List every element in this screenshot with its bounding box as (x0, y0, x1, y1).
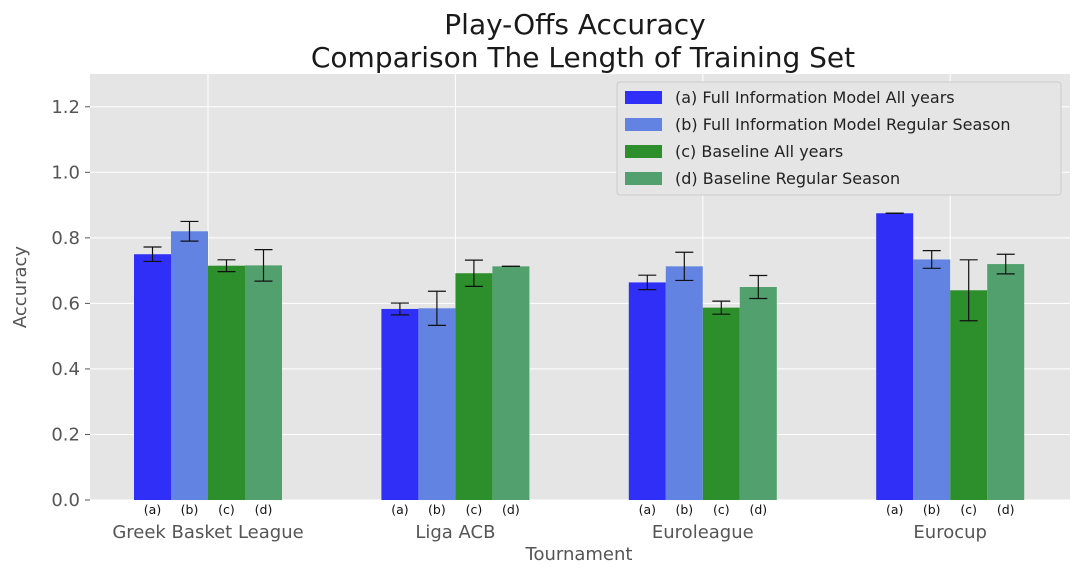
bar-sublabel: (b) (675, 502, 693, 517)
legend-swatch (625, 118, 662, 131)
legend-label: (d) Baseline Regular Season (675, 169, 900, 188)
bar-sublabel: (b) (181, 502, 199, 517)
bar-sublabel: (b) (923, 502, 941, 517)
y-axis-label: Accuracy (10, 246, 31, 329)
bar-sublabel: (a) (144, 502, 161, 517)
x-category-label: Eurocup (913, 522, 987, 543)
y-tick-label: 0.4 (51, 359, 80, 380)
bar-sublabel: (a) (391, 502, 408, 517)
bar (950, 290, 988, 500)
bar (381, 308, 419, 500)
bar (913, 259, 951, 500)
bar-sublabel: (d) (502, 502, 520, 517)
legend-swatch (625, 91, 662, 104)
bar-sublabel: (a) (639, 502, 656, 517)
bar-sublabel: (d) (255, 502, 273, 517)
y-tick-label: 0.8 (51, 228, 80, 249)
x-category-label: Greek Basket League (112, 522, 303, 543)
bar (628, 282, 666, 500)
legend-box (616, 81, 1062, 196)
x-axis-label: Tournament (525, 544, 633, 565)
bar (492, 266, 530, 500)
y-tick-label: 0.0 (51, 490, 80, 511)
chart-title: Play-Offs Accuracy (444, 8, 705, 41)
x-axis-ticks: Greek Basket League Liga ACB Euroleague Eur… (112, 502, 1014, 543)
chart-subtitle: Comparison The Length of Training Set (311, 41, 855, 74)
bar (876, 213, 914, 500)
bar (665, 266, 703, 500)
bar-sublabel: (a) (886, 502, 903, 517)
bar (987, 264, 1025, 500)
y-tick-label: 0.2 (51, 424, 80, 445)
x-category-label: Euroleague (652, 522, 754, 543)
y-tick-label: 1.0 (51, 162, 80, 183)
y-tick-label: 0.6 (51, 293, 80, 314)
bar-sublabel: (b) (428, 502, 446, 517)
bar-sublabel: (c) (218, 502, 235, 517)
legend: (a) Full Information Model All years (b) … (616, 81, 1062, 196)
legend-swatch (625, 145, 662, 158)
bar-sublabel: (d) (997, 502, 1015, 517)
bar (702, 307, 740, 500)
legend-label: (c) Baseline All years (675, 142, 843, 161)
bar (418, 308, 456, 500)
bars (134, 213, 1025, 501)
bar (208, 265, 245, 500)
legend-label: (a) Full Information Model All years (675, 88, 955, 107)
bar (455, 273, 493, 500)
bar (171, 231, 208, 501)
bar (134, 254, 171, 500)
bar-sublabel: (c) (960, 502, 977, 517)
bar-sublabel: (d) (749, 502, 767, 517)
legend-swatch (625, 172, 662, 185)
legend-label: (b) Full Information Model Regular Seaso… (675, 115, 1011, 134)
y-axis-ticks: 0.0 0.2 0.4 0.6 0.8 1.0 1.2 (51, 97, 90, 511)
x-category-label: Liga ACB (415, 522, 495, 543)
bar-sublabel: (c) (713, 502, 730, 517)
bar-sublabel: (c) (466, 502, 483, 517)
bar (245, 265, 282, 500)
error-bars (143, 212, 1015, 326)
y-tick-label: 1.2 (51, 97, 80, 118)
bar (739, 287, 777, 500)
